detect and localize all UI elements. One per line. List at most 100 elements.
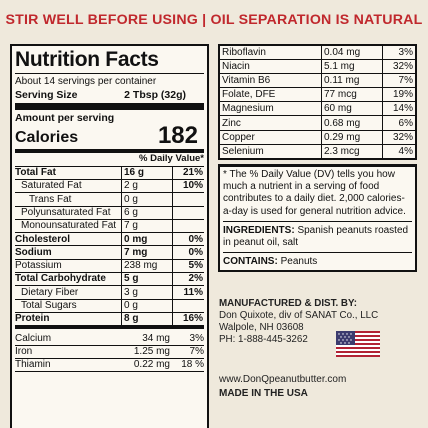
mineral-percent: 7% (189, 345, 204, 357)
nutrition-facts-panel: Nutrition Facts About 14 servings per co… (10, 44, 209, 428)
facts-title: Nutrition Facts (15, 46, 204, 75)
mineral-row: Thiamin 0.22 mg 18 % (15, 359, 204, 373)
nutrient-amount: 0 mg (121, 233, 172, 246)
mineral-name: Thiamin (15, 359, 51, 371)
nutrient-name: Total Sugars (21, 300, 77, 312)
nutrient-row: Total Carbohydrate 5 g 2% (15, 273, 204, 287)
vitamin-amount: 60 mg (321, 102, 382, 116)
nutrient-row: Protein 8 g 16% (15, 312, 204, 330)
mineral-amount: 34 mg (142, 332, 170, 344)
ingredients: INGREDIENTS: Spanish peanuts roasted in … (223, 222, 412, 254)
vitamin-name: Vitamin B6 (222, 75, 271, 87)
nutrient-row: Dietary Fiber 3 g 11% (15, 286, 204, 300)
nutrient-amount: 16 g (121, 166, 172, 179)
vitamin-amount: 77 mcg (321, 88, 382, 102)
calories-value: 182 (157, 121, 198, 149)
nutrient-row: Sodium 7 mg 0% (15, 246, 204, 260)
nutrient-name: Potassium (15, 260, 62, 272)
nutrient-name: Total Fat (15, 167, 56, 179)
nutrient-name: Total Carbohydrate (15, 273, 106, 285)
nutrient-name: Saturated Fat (21, 180, 82, 192)
vitamin-percent: 19% (382, 88, 415, 102)
daily-value-header: % Daily Value* (15, 153, 204, 167)
vitamin-percent: 14% (382, 102, 415, 116)
vitamin-row: Copper 0.29 mg 32% (220, 130, 415, 145)
made-in-usa: MADE IN THE USA (219, 387, 308, 399)
nutrient-name: Dietary Fiber (21, 286, 79, 298)
vitamin-name: Selenium (222, 145, 264, 157)
vitamin-percent: 7% (382, 74, 415, 88)
vitamin-name: Magnesium (222, 103, 274, 115)
vitamin-name: Folate, DFE (222, 89, 276, 101)
nutrient-name: Protein (15, 313, 50, 325)
vitamin-row: Folate, DFE 77 mcg 19% (220, 88, 415, 103)
footnote-box: * The % Daily Value (DV) tells you how m… (218, 164, 417, 273)
nutrient-amount: 3 g (121, 286, 172, 299)
nutrient-amount: 0 g (121, 299, 172, 312)
daily-value-footnote: * The % Daily Value (DV) tells you how m… (223, 169, 412, 222)
vitamin-row: Selenium 2.3 mcg 4% (220, 144, 415, 158)
nutrient-percent: 16% (172, 312, 204, 326)
manufacturer-heading: MANUFACTURED & DIST. BY: (219, 298, 358, 309)
nutrient-percent: 10% (172, 179, 204, 193)
website-block: www.DonQpeanutbutter.com MADE IN THE USA (219, 373, 346, 400)
nutrient-row: Polyunsaturated Fat 6 g (15, 206, 204, 220)
nutrient-row: Total Fat 16 g 21% (15, 166, 204, 180)
nutrient-amount: 238 mg (121, 259, 172, 273)
vitamin-percent: 32% (382, 130, 415, 144)
manufacturer-name: Don Quixote, div of SANAT Co., LLC (219, 310, 379, 322)
nutrient-amount: 5 g (121, 273, 172, 286)
nutrient-percent (172, 206, 204, 219)
nutrient-amount: 6 g (121, 206, 172, 219)
nutrient-amount: 0 g (121, 193, 172, 206)
ingredients-label: INGREDIENTS: (223, 224, 295, 236)
ingredients-text: Spanish peanuts roasted in peanut oil, s… (223, 224, 409, 248)
vitamin-amount: 5.1 mg (321, 60, 382, 74)
vitamin-row: Riboflavin 0.04 mg 3% (220, 46, 415, 61)
serving-size: Serving Size 2 Tbsp (32g) (15, 88, 204, 110)
vitamin-percent: 4% (382, 144, 415, 158)
vitamin-row: Magnesium 60 mg 14% (220, 102, 415, 117)
serving-size-label: Serving Size (15, 88, 78, 101)
website-url: www.DonQpeanutbutter.com (219, 374, 347, 385)
nutrient-percent: 0% (172, 246, 204, 259)
servings-per-container: About 14 servings per container (15, 76, 157, 88)
nutrient-row: Cholesterol 0 mg 0% (15, 233, 204, 247)
vitamin-amount: 0.68 mg (321, 116, 382, 130)
manufacturer-info: MANUFACTURED & DIST. BY: Don Quixote, di… (219, 298, 424, 346)
nutrient-name: Trans Fat (29, 193, 72, 205)
vitamin-name: Zinc (222, 117, 241, 129)
vitamin-percent: 3% (382, 46, 415, 60)
us-flag-icon (336, 331, 380, 357)
manufacturer-phone: PH: 1-888-445-3262 (219, 334, 308, 346)
contains-label: CONTAINS: (223, 256, 278, 268)
nutrient-name: Polyunsaturated Fat (21, 206, 111, 218)
vitamin-percent: 32% (382, 60, 415, 74)
vitamin-table: Riboflavin 0.04 mg 3% Niacin 5.1 mg 32% Vita… (218, 44, 417, 160)
serving-size-value: 2 Tbsp (32g) (124, 88, 186, 101)
nutrient-row: Total Sugars 0 g (15, 299, 204, 313)
calories-label: Calories (15, 129, 79, 147)
vitamin-amount: 2.3 mcg (321, 144, 382, 158)
mineral-amount: 1.25 mg (133, 345, 170, 357)
nutrient-name: Monounsaturated Fat (21, 220, 117, 232)
nutrient-row: Potassium 238 mg 5% (15, 259, 204, 274)
amount-per-serving: Amount per serving (15, 111, 115, 124)
mineral-name: Calcium (15, 332, 52, 344)
allergen-contains: CONTAINS: Peanuts (223, 253, 412, 268)
banner-text: STIR WELL BEFORE USING | OIL SEPARATION … (5, 12, 423, 28)
calories-row: Calories 182 (15, 121, 204, 153)
vitamin-percent: 6% (382, 116, 415, 130)
nutrient-percent: 5% (172, 259, 204, 273)
contains-text: Peanuts (280, 256, 318, 268)
nutrient-percent: 21% (172, 166, 204, 179)
nutrient-amount: 7 g (121, 219, 172, 233)
vitamin-amount: 0.11 mg (321, 74, 382, 88)
nutrient-row: Monounsaturated Fat 7 g (15, 219, 204, 234)
manufacturer-address: Walpole, NH 03608 (219, 322, 304, 334)
nutrient-percent (172, 219, 204, 233)
vitamin-row: Niacin 5.1 mg 32% (220, 60, 415, 75)
mineral-amount: 0.22 mg (133, 359, 170, 371)
nutrient-amount: 8 g (121, 312, 172, 326)
nutrient-percent (172, 299, 204, 312)
